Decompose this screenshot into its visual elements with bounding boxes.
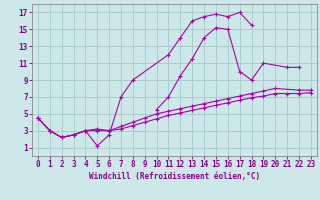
X-axis label: Windchill (Refroidissement éolien,°C): Windchill (Refroidissement éolien,°C) [89, 172, 260, 181]
